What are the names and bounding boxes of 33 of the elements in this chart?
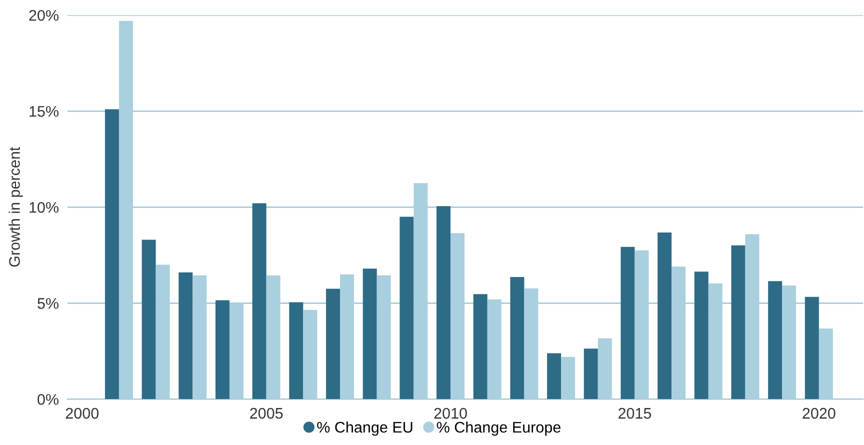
bar bbox=[731, 245, 746, 400]
x-tick-label: 2020 bbox=[802, 408, 836, 419]
y-tick-label: 5% bbox=[38, 298, 59, 309]
bar bbox=[584, 348, 598, 400]
bar bbox=[104, 109, 119, 400]
y-tick-label: 20% bbox=[29, 10, 59, 21]
legend-label: % Change EU bbox=[317, 421, 412, 436]
bar bbox=[547, 353, 562, 400]
bar bbox=[326, 288, 340, 400]
y-axis-title: Growth in percent bbox=[8, 146, 23, 267]
bar bbox=[289, 302, 304, 400]
x-tick-label: 2000 bbox=[66, 408, 99, 419]
bar bbox=[768, 281, 782, 400]
bar bbox=[436, 206, 451, 400]
bar bbox=[362, 268, 377, 400]
bar bbox=[694, 272, 708, 400]
bar bbox=[252, 203, 266, 400]
bar bbox=[215, 300, 230, 400]
x-tick-label: 2010 bbox=[434, 408, 467, 419]
bar bbox=[178, 272, 193, 400]
y-tick-label: 15% bbox=[30, 106, 59, 117]
bar bbox=[620, 246, 635, 400]
x-tick-label: 2015 bbox=[618, 408, 652, 419]
bar bbox=[804, 296, 819, 400]
bar bbox=[142, 240, 156, 400]
y-tick-label: 10% bbox=[30, 202, 59, 213]
x-tick-label: 2005 bbox=[250, 408, 283, 419]
bar bbox=[473, 294, 488, 400]
bar bbox=[510, 277, 524, 400]
legend-label: % Change Europe bbox=[436, 421, 560, 436]
y-tick-label: 0% bbox=[38, 394, 59, 405]
bar bbox=[658, 232, 672, 400]
bar bbox=[400, 216, 414, 400]
